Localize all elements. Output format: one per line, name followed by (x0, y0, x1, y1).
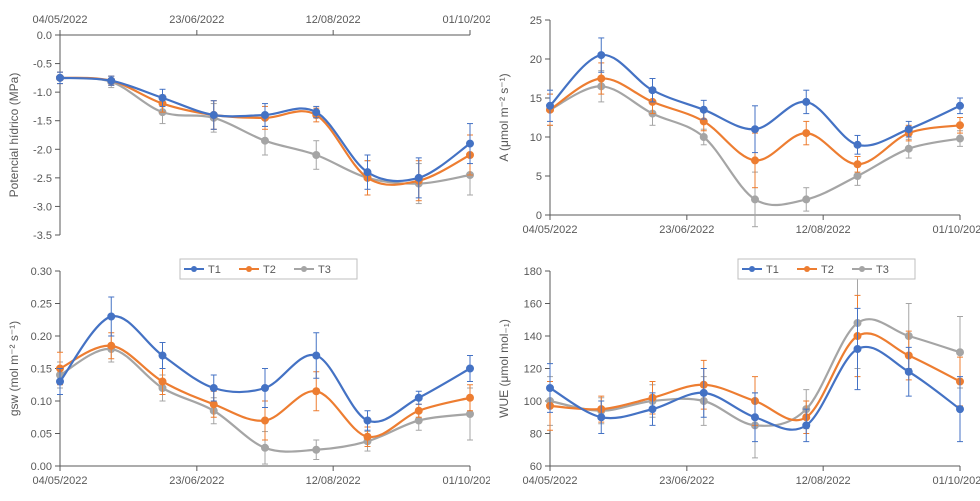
svg-text:0.15: 0.15 (31, 363, 52, 375)
svg-text:T3: T3 (876, 264, 889, 276)
svg-text:Potencial hídrico (MPa): Potencial hídrico (MPa) (7, 73, 21, 198)
panel-gsw: 0.00 0.05 0.10 0.15 0.20 0.25 0.30 04/05/2022 23… (0, 251, 490, 501)
chart-A: 0 5 10 15 20 25 04/05/2022 23/06/2022 12/08/2022… (490, 0, 980, 250)
svg-text:23/06/2022: 23/06/2022 (659, 224, 714, 236)
svg-text:04/05/2022: 04/05/2022 (32, 475, 87, 487)
svg-text:120: 120 (524, 363, 542, 375)
chart-gsw: 0.00 0.05 0.10 0.15 0.20 0.25 0.30 04/05/2022 23… (0, 251, 490, 501)
chart-WUE: 60 80 100 120 140 160 180 04/05/2022 23/06/2022 1… (490, 251, 980, 501)
svg-text:T3: T3 (318, 264, 331, 276)
svg-text:01/10/2022: 01/10/2022 (442, 475, 490, 487)
svg-text:5: 5 (536, 171, 542, 183)
svg-text:15: 15 (530, 93, 542, 105)
svg-text:-3.0: -3.0 (33, 201, 52, 213)
svg-text:23/06/2022: 23/06/2022 (169, 475, 224, 487)
svg-text:180: 180 (524, 266, 542, 278)
svg-text:gsw (mol m⁻² s⁻¹): gsw (mol m⁻² s⁻¹) (7, 320, 21, 415)
svg-text:160: 160 (524, 298, 542, 310)
svg-text:-1.5: -1.5 (33, 116, 52, 128)
svg-text:0.30: 0.30 (31, 266, 52, 278)
svg-text:WUE (μmol mol₋₁): WUE (μmol mol₋₁) (497, 319, 511, 418)
svg-text:0: 0 (536, 210, 542, 222)
svg-text:-2.5: -2.5 (33, 173, 52, 185)
svg-text:T2: T2 (821, 264, 834, 276)
svg-text:04/05/2022: 04/05/2022 (522, 224, 577, 236)
svg-text:12/08/2022: 12/08/2022 (796, 224, 851, 236)
svg-text:-1.0: -1.0 (33, 87, 52, 99)
panel-wue: 60 80 100 120 140 160 180 04/05/2022 23/06/2022 1… (490, 251, 980, 501)
svg-text:23/06/2022: 23/06/2022 (169, 14, 224, 26)
svg-text:140: 140 (524, 331, 542, 343)
svg-text:0.10: 0.10 (31, 396, 52, 408)
svg-text:0.05: 0.05 (31, 428, 52, 440)
svg-text:04/05/2022: 04/05/2022 (522, 475, 577, 487)
chart-grid: -3.5 -3.0 -2.5 -2.0 -1.5 -1.0 -0.5 0.0 04/05/202… (0, 0, 980, 501)
svg-text:60: 60 (530, 461, 542, 473)
svg-text:0.00: 0.00 (31, 461, 52, 473)
svg-text:80: 80 (530, 428, 542, 440)
svg-text:100: 100 (524, 396, 542, 408)
svg-text:12/08/2022: 12/08/2022 (306, 475, 361, 487)
svg-text:A (μmol m⁻² s⁻¹): A (μmol m⁻² s⁻¹) (497, 73, 511, 161)
panel-A: 0 5 10 15 20 25 04/05/2022 23/06/2022 12/08/2022… (490, 0, 980, 251)
svg-text:T1: T1 (766, 264, 779, 276)
svg-text:0.0: 0.0 (37, 30, 52, 42)
svg-text:25: 25 (530, 15, 542, 27)
svg-text:12/08/2022: 12/08/2022 (796, 475, 851, 487)
svg-text:10: 10 (530, 132, 542, 144)
panel-potencial: -3.5 -3.0 -2.5 -2.0 -1.5 -1.0 -0.5 0.0 04/05/202… (0, 0, 490, 251)
svg-text:20: 20 (530, 54, 542, 66)
svg-text:12/08/2022: 12/08/2022 (306, 14, 361, 26)
svg-text:-0.5: -0.5 (33, 59, 52, 71)
svg-text:T2: T2 (263, 264, 276, 276)
svg-text:01/10/2022: 01/10/2022 (932, 224, 980, 236)
svg-text:0.20: 0.20 (31, 331, 52, 343)
svg-text:01/10/2022: 01/10/2022 (442, 14, 490, 26)
svg-text:04/05/2022: 04/05/2022 (32, 14, 87, 26)
svg-text:T1: T1 (208, 264, 221, 276)
svg-text:-2.0: -2.0 (33, 144, 52, 156)
chart-potencial: -3.5 -3.0 -2.5 -2.0 -1.5 -1.0 -0.5 0.0 04/05/202… (0, 0, 490, 250)
svg-text:01/10/2022: 01/10/2022 (932, 475, 980, 487)
svg-text:23/06/2022: 23/06/2022 (659, 475, 714, 487)
svg-text:0.25: 0.25 (31, 298, 52, 310)
svg-text:-3.5: -3.5 (33, 230, 52, 242)
